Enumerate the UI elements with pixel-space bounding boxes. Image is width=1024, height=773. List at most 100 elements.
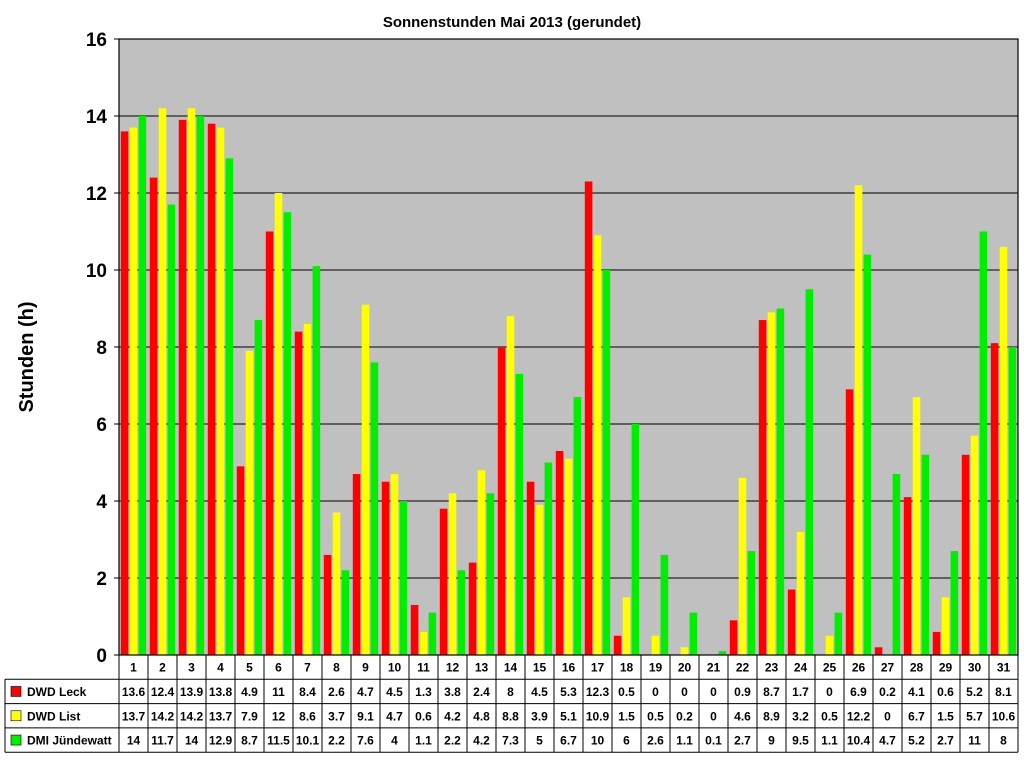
data-table-value: 6 [623, 734, 630, 748]
bar-3-9 [370, 362, 379, 655]
bar-3-8 [341, 570, 350, 655]
data-table-value: 14 [185, 734, 199, 748]
data-table-value: 8 [507, 685, 514, 699]
bar-2-30 [970, 435, 979, 655]
bar-1-27 [874, 647, 883, 655]
bar-1-29 [932, 631, 941, 655]
bar-3-17 [602, 270, 611, 655]
data-table-value: 13.9 [180, 685, 204, 699]
bar-1-22 [729, 620, 738, 655]
category-label: 5 [246, 661, 253, 675]
bar-3-12 [457, 570, 466, 655]
data-table-value: 0.6 [415, 709, 432, 723]
category-label: 17 [591, 661, 605, 675]
data-table-value: 8.6 [299, 709, 316, 723]
data-table-value: 0 [710, 685, 717, 699]
category-label: 15 [533, 661, 547, 675]
data-table-value: 4.1 [908, 685, 925, 699]
bar-3-21 [718, 651, 727, 655]
category-label: 27 [881, 661, 895, 675]
bar-3-29 [950, 551, 959, 655]
legend-label: DMI Jündewatt [27, 734, 112, 748]
data-table-value: 1.1 [676, 734, 693, 748]
data-table-value: 10.4 [847, 734, 871, 748]
data-table-value: 2.6 [328, 685, 345, 699]
data-table-value: 1.1 [821, 734, 838, 748]
bar-3-10 [399, 501, 408, 655]
data-table-value: 9.1 [357, 709, 374, 723]
category-label: 13 [475, 661, 489, 675]
y-tick-label: 2 [96, 569, 107, 590]
data-table-value: 12.4 [151, 685, 175, 699]
chart-title: Sonnenstunden Mai 2013 (gerundet) [383, 14, 641, 31]
data-table-value: 5.7 [966, 709, 983, 723]
bar-2-20 [680, 647, 689, 655]
data-table-value: 4.7 [879, 734, 896, 748]
bar-1-28 [903, 497, 912, 655]
bar-2-15 [535, 504, 544, 655]
category-label: 30 [968, 661, 982, 675]
bar-2-29 [941, 597, 950, 655]
data-table-value: 4.8 [473, 709, 490, 723]
bar-1-15 [526, 481, 535, 655]
data-table-value: 6.9 [850, 685, 867, 699]
bar-2-4 [216, 127, 225, 656]
data-table-value: 0.5 [647, 709, 664, 723]
category-label: 29 [939, 661, 953, 675]
data-table-value: 1.5 [618, 709, 635, 723]
bar-3-27 [892, 474, 901, 655]
bar-3-14 [515, 373, 524, 655]
data-table-value: 5.2 [908, 734, 925, 748]
data-table-value: 12.3 [586, 685, 610, 699]
y-tick-label: 0 [96, 646, 107, 667]
bar-2-25 [825, 635, 834, 655]
bar-1-12 [439, 508, 448, 655]
category-label: 25 [823, 661, 837, 675]
data-table-value: 2.7 [734, 734, 751, 748]
bar-1-14 [497, 347, 506, 655]
bar-3-24 [805, 289, 814, 655]
data-table-value: 0.6 [937, 685, 954, 699]
data-table-value: 11.5 [267, 734, 290, 748]
category-label: 8 [333, 661, 340, 675]
data-table-value: 8.7 [763, 685, 780, 699]
category-label: 21 [707, 661, 721, 675]
bar-2-1 [129, 127, 138, 656]
legend-swatch [10, 734, 22, 746]
bar-3-13 [486, 493, 495, 655]
data-table-value: 7.6 [357, 734, 374, 748]
data-table-value: 6.7 [908, 709, 925, 723]
legend-label: DWD Leck [27, 685, 87, 699]
data-table-value: 8.9 [763, 709, 780, 723]
bar-1-17 [584, 181, 593, 655]
bar-3-26 [863, 254, 872, 655]
data-table-value: 8.8 [502, 709, 519, 723]
bar-1-30 [961, 454, 970, 655]
category-label: 11 [417, 661, 430, 675]
bar-1-5 [236, 466, 245, 655]
category-label: 1 [130, 661, 137, 675]
bar-1-13 [468, 562, 477, 655]
category-label: 31 [997, 661, 1011, 675]
data-table-value: 4.7 [386, 709, 403, 723]
bar-2-28 [912, 397, 921, 655]
data-table-value: 4.6 [734, 709, 751, 723]
data-table-value: 4.2 [473, 734, 490, 748]
data-table-value: 4.2 [444, 709, 461, 723]
data-table-value: 11.7 [151, 734, 174, 748]
data-table-value: 1.3 [415, 685, 432, 699]
data-table-value: 13.8 [209, 685, 233, 699]
category-label: 7 [304, 661, 311, 675]
y-tick-label: 16 [86, 30, 107, 51]
bar-1-31 [990, 343, 999, 655]
bar-2-24 [796, 531, 805, 655]
data-table-value: 10.1 [296, 734, 320, 748]
bar-2-16 [564, 458, 573, 655]
data-table-value: 13.7 [209, 709, 233, 723]
data-table-value: 9.5 [792, 734, 809, 748]
category-label: 2 [159, 661, 166, 675]
data-table-value: 14.2 [151, 709, 175, 723]
data-table-value: 8 [1000, 734, 1007, 748]
